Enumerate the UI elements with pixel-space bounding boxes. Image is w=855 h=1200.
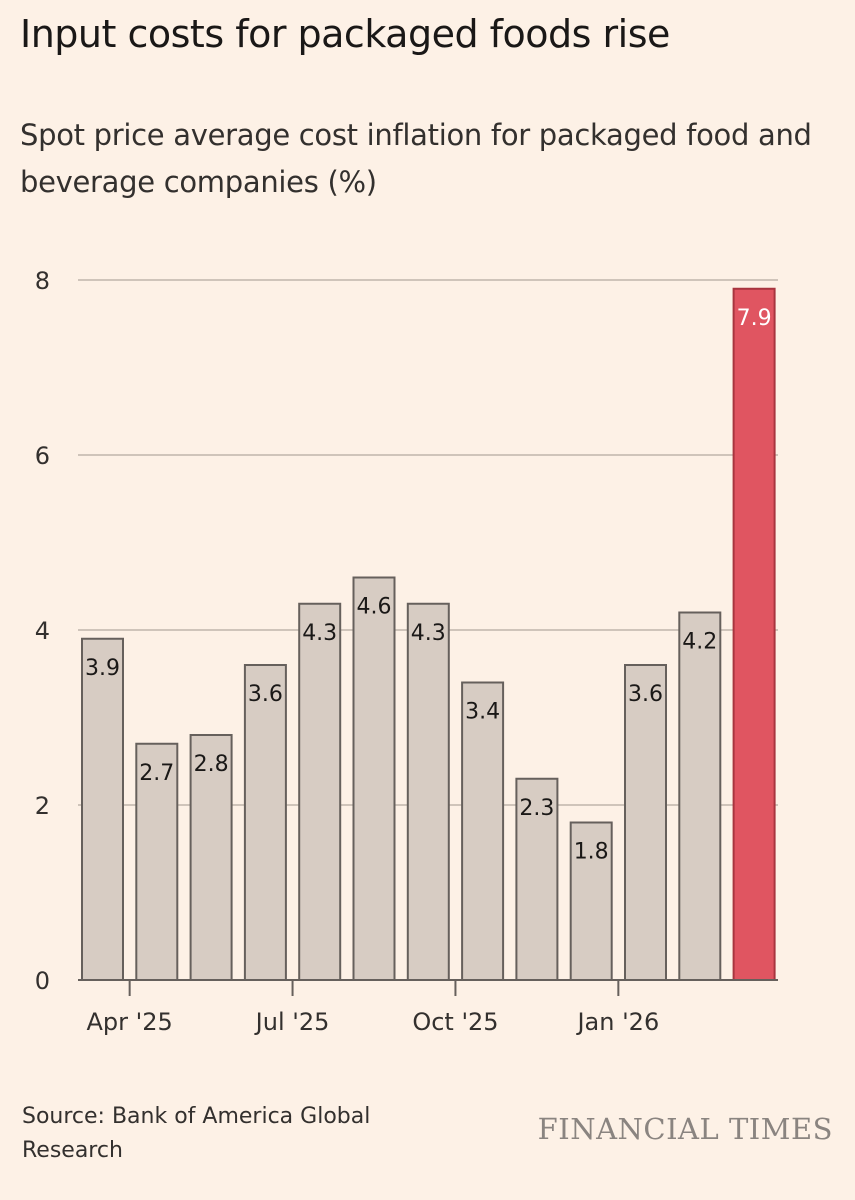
data-label: 4.3 — [411, 621, 446, 646]
bar — [81, 637, 124, 981]
y-tick-label: 4 — [35, 617, 50, 645]
y-axis-ticks: 0 2 4 6 8 — [35, 267, 50, 995]
chart-title: Input costs for packaged foods rise — [20, 12, 670, 56]
data-label: 4.6 — [357, 595, 392, 620]
bar-highlight — [732, 287, 776, 981]
bar — [515, 777, 559, 981]
bar — [569, 821, 613, 981]
data-label: 3.4 — [465, 700, 500, 725]
bars — [81, 287, 776, 981]
bar — [189, 734, 233, 981]
bar-chart: 0 2 4 6 8 3.9 2.7 2.8 3.6 4.3 4.6 4.3 3.4 2.3 1.8 3.6 4… — [35, 267, 778, 1036]
chart-subtitle: Spot price average cost inflation for pa… — [20, 118, 812, 199]
bar — [678, 611, 722, 981]
y-tick-label: 8 — [35, 267, 50, 295]
x-tick-label: Jan '26 — [575, 1008, 659, 1036]
bar — [298, 602, 342, 981]
data-label: 3.9 — [85, 656, 120, 681]
x-tick-label: Apr '25 — [87, 1008, 173, 1036]
x-axis: Apr '25 Jul '25 Oct '25 Jan '26 — [78, 979, 778, 1036]
data-label: 2.7 — [139, 761, 174, 786]
data-labels: 3.9 2.7 2.8 3.6 4.3 4.6 4.3 3.4 2.3 1.8 3.6 4.2 7.9 — [83, 304, 774, 867]
data-label: 7.9 — [737, 306, 772, 331]
bar — [352, 576, 396, 981]
source-note: Source: Bank of America Global Research — [22, 1104, 371, 1163]
data-label: 4.2 — [682, 630, 717, 655]
y-tick-label: 2 — [35, 792, 50, 820]
data-label: 3.6 — [248, 682, 283, 707]
brand-logo: FINANCIAL TIMES — [537, 1112, 833, 1146]
data-label: 4.3 — [302, 621, 337, 646]
data-label: 3.6 — [628, 682, 663, 707]
y-tick-label: 0 — [35, 967, 50, 995]
bar — [243, 664, 287, 981]
y-tick-label: 6 — [35, 442, 50, 470]
x-tick-label: Oct '25 — [412, 1008, 498, 1036]
data-label: 1.8 — [574, 840, 609, 865]
bar — [406, 602, 450, 981]
x-tick-label: Jul '25 — [254, 1008, 330, 1036]
data-label: 2.3 — [519, 796, 554, 821]
data-label: 2.8 — [194, 752, 229, 777]
bar — [624, 664, 667, 981]
bar — [461, 681, 505, 981]
